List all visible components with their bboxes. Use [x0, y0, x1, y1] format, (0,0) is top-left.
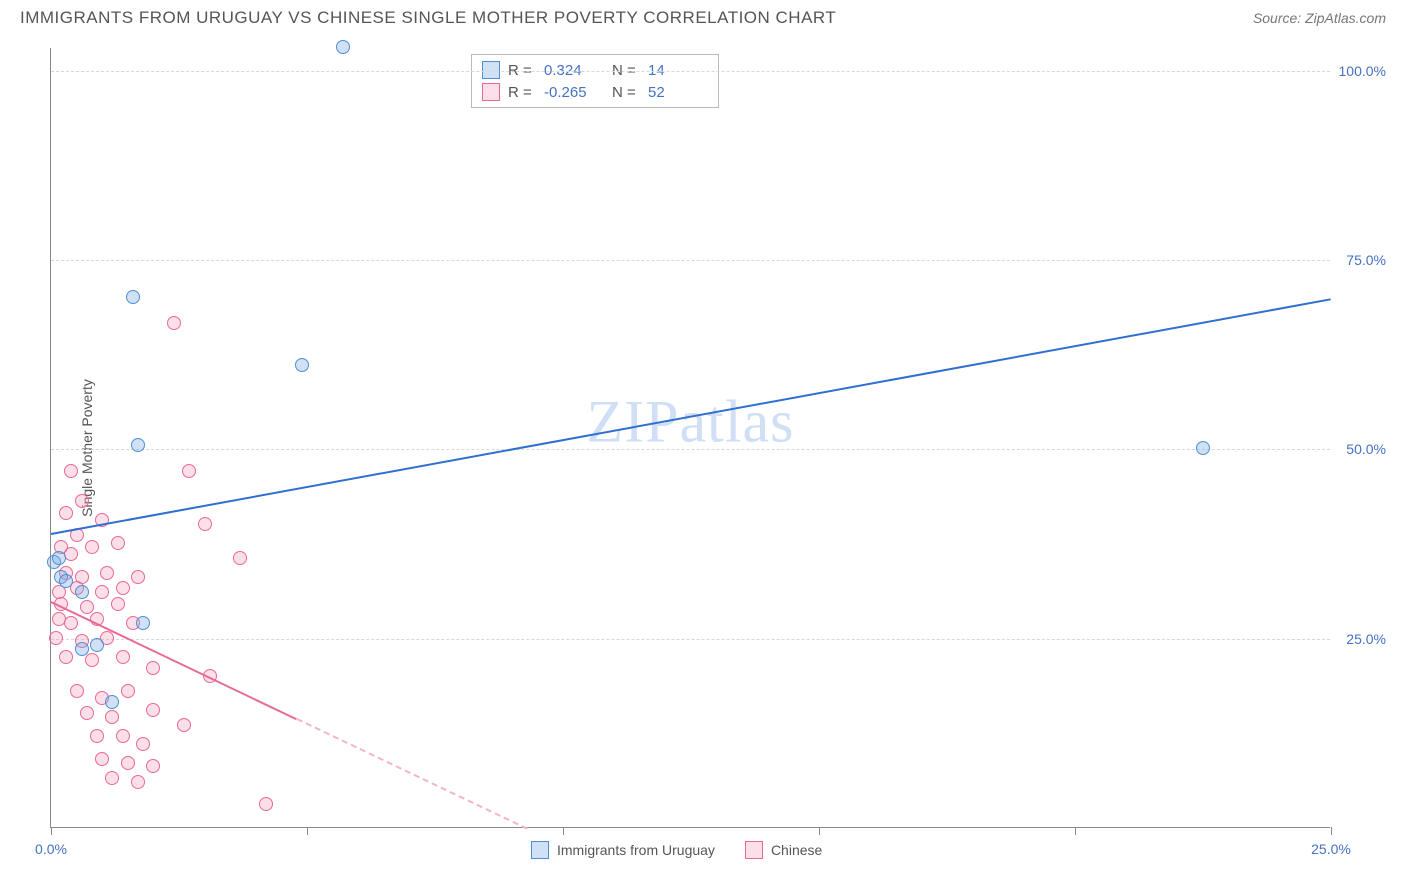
point-chinese — [182, 464, 196, 478]
gridline — [51, 71, 1330, 72]
point-chinese — [116, 650, 130, 664]
point-chinese — [59, 506, 73, 520]
legend-swatch-pink — [745, 841, 763, 859]
x-tick — [1075, 827, 1076, 835]
point-uruguay — [126, 290, 140, 304]
chart-title: IMMIGRANTS FROM URUGUAY VS CHINESE SINGL… — [20, 8, 836, 28]
point-chinese — [59, 650, 73, 664]
y-tick-label: 75.0% — [1346, 252, 1386, 268]
legend-correlation: R = 0.324 N = 14 R = -0.265 N = 52 — [471, 54, 719, 108]
point-chinese — [90, 729, 104, 743]
y-tick-label: 100.0% — [1339, 63, 1386, 79]
point-uruguay — [52, 551, 66, 565]
plot-area: ZIPatlas R = 0.324 N = 14 R = -0.265 N =… — [50, 48, 1330, 828]
chart-container: Single Mother Poverty ZIPatlas R = 0.324… — [50, 48, 1386, 848]
point-uruguay — [75, 642, 89, 656]
gridline — [51, 449, 1330, 450]
point-chinese — [70, 684, 84, 698]
point-chinese — [121, 684, 135, 698]
x-tick — [307, 827, 308, 835]
point-chinese — [105, 771, 119, 785]
point-chinese — [80, 706, 94, 720]
point-chinese — [146, 703, 160, 717]
point-chinese — [64, 464, 78, 478]
point-uruguay — [90, 638, 104, 652]
x-tick-label: 25.0% — [1311, 841, 1351, 857]
y-tick-label: 25.0% — [1346, 631, 1386, 647]
x-tick — [819, 827, 820, 835]
point-chinese — [136, 737, 150, 751]
point-uruguay — [295, 358, 309, 372]
point-chinese — [49, 631, 63, 645]
point-chinese — [85, 653, 99, 667]
watermark: ZIPatlas — [587, 387, 795, 456]
point-uruguay — [131, 438, 145, 452]
point-chinese — [131, 570, 145, 584]
point-chinese — [146, 759, 160, 773]
point-uruguay — [1196, 441, 1210, 455]
point-chinese — [111, 536, 125, 550]
x-tick — [51, 827, 52, 835]
legend-series: Immigrants from Uruguay Chinese — [531, 841, 822, 859]
legend-item-uruguay: Immigrants from Uruguay — [531, 841, 715, 859]
x-tick — [1331, 827, 1332, 835]
point-chinese — [85, 540, 99, 554]
point-chinese — [146, 661, 160, 675]
point-chinese — [105, 710, 119, 724]
point-uruguay — [105, 695, 119, 709]
legend-swatch-blue — [531, 841, 549, 859]
legend-item-chinese: Chinese — [745, 841, 822, 859]
trendline-chinese-extrapolated — [296, 718, 527, 830]
point-chinese — [64, 547, 78, 561]
point-chinese — [111, 597, 125, 611]
point-chinese — [131, 775, 145, 789]
point-chinese — [116, 729, 130, 743]
x-tick — [563, 827, 564, 835]
point-chinese — [259, 797, 273, 811]
point-chinese — [75, 494, 89, 508]
x-tick-label: 0.0% — [35, 841, 67, 857]
point-uruguay — [75, 585, 89, 599]
trendline-uruguay — [51, 298, 1331, 535]
point-chinese — [64, 616, 78, 630]
point-chinese — [116, 581, 130, 595]
gridline — [51, 260, 1330, 261]
point-chinese — [177, 718, 191, 732]
gridline — [51, 639, 1330, 640]
point-chinese — [198, 517, 212, 531]
point-chinese — [167, 316, 181, 330]
legend-row-pink: R = -0.265 N = 52 — [482, 81, 708, 103]
point-chinese — [233, 551, 247, 565]
point-uruguay — [336, 40, 350, 54]
point-chinese — [121, 756, 135, 770]
point-uruguay — [59, 574, 73, 588]
point-chinese — [100, 566, 114, 580]
y-tick-label: 50.0% — [1346, 441, 1386, 457]
legend-swatch-pink — [482, 83, 500, 101]
point-chinese — [95, 752, 109, 766]
chart-source: Source: ZipAtlas.com — [1253, 10, 1386, 26]
chart-header: IMMIGRANTS FROM URUGUAY VS CHINESE SINGL… — [0, 0, 1406, 32]
point-chinese — [95, 585, 109, 599]
point-uruguay — [136, 616, 150, 630]
